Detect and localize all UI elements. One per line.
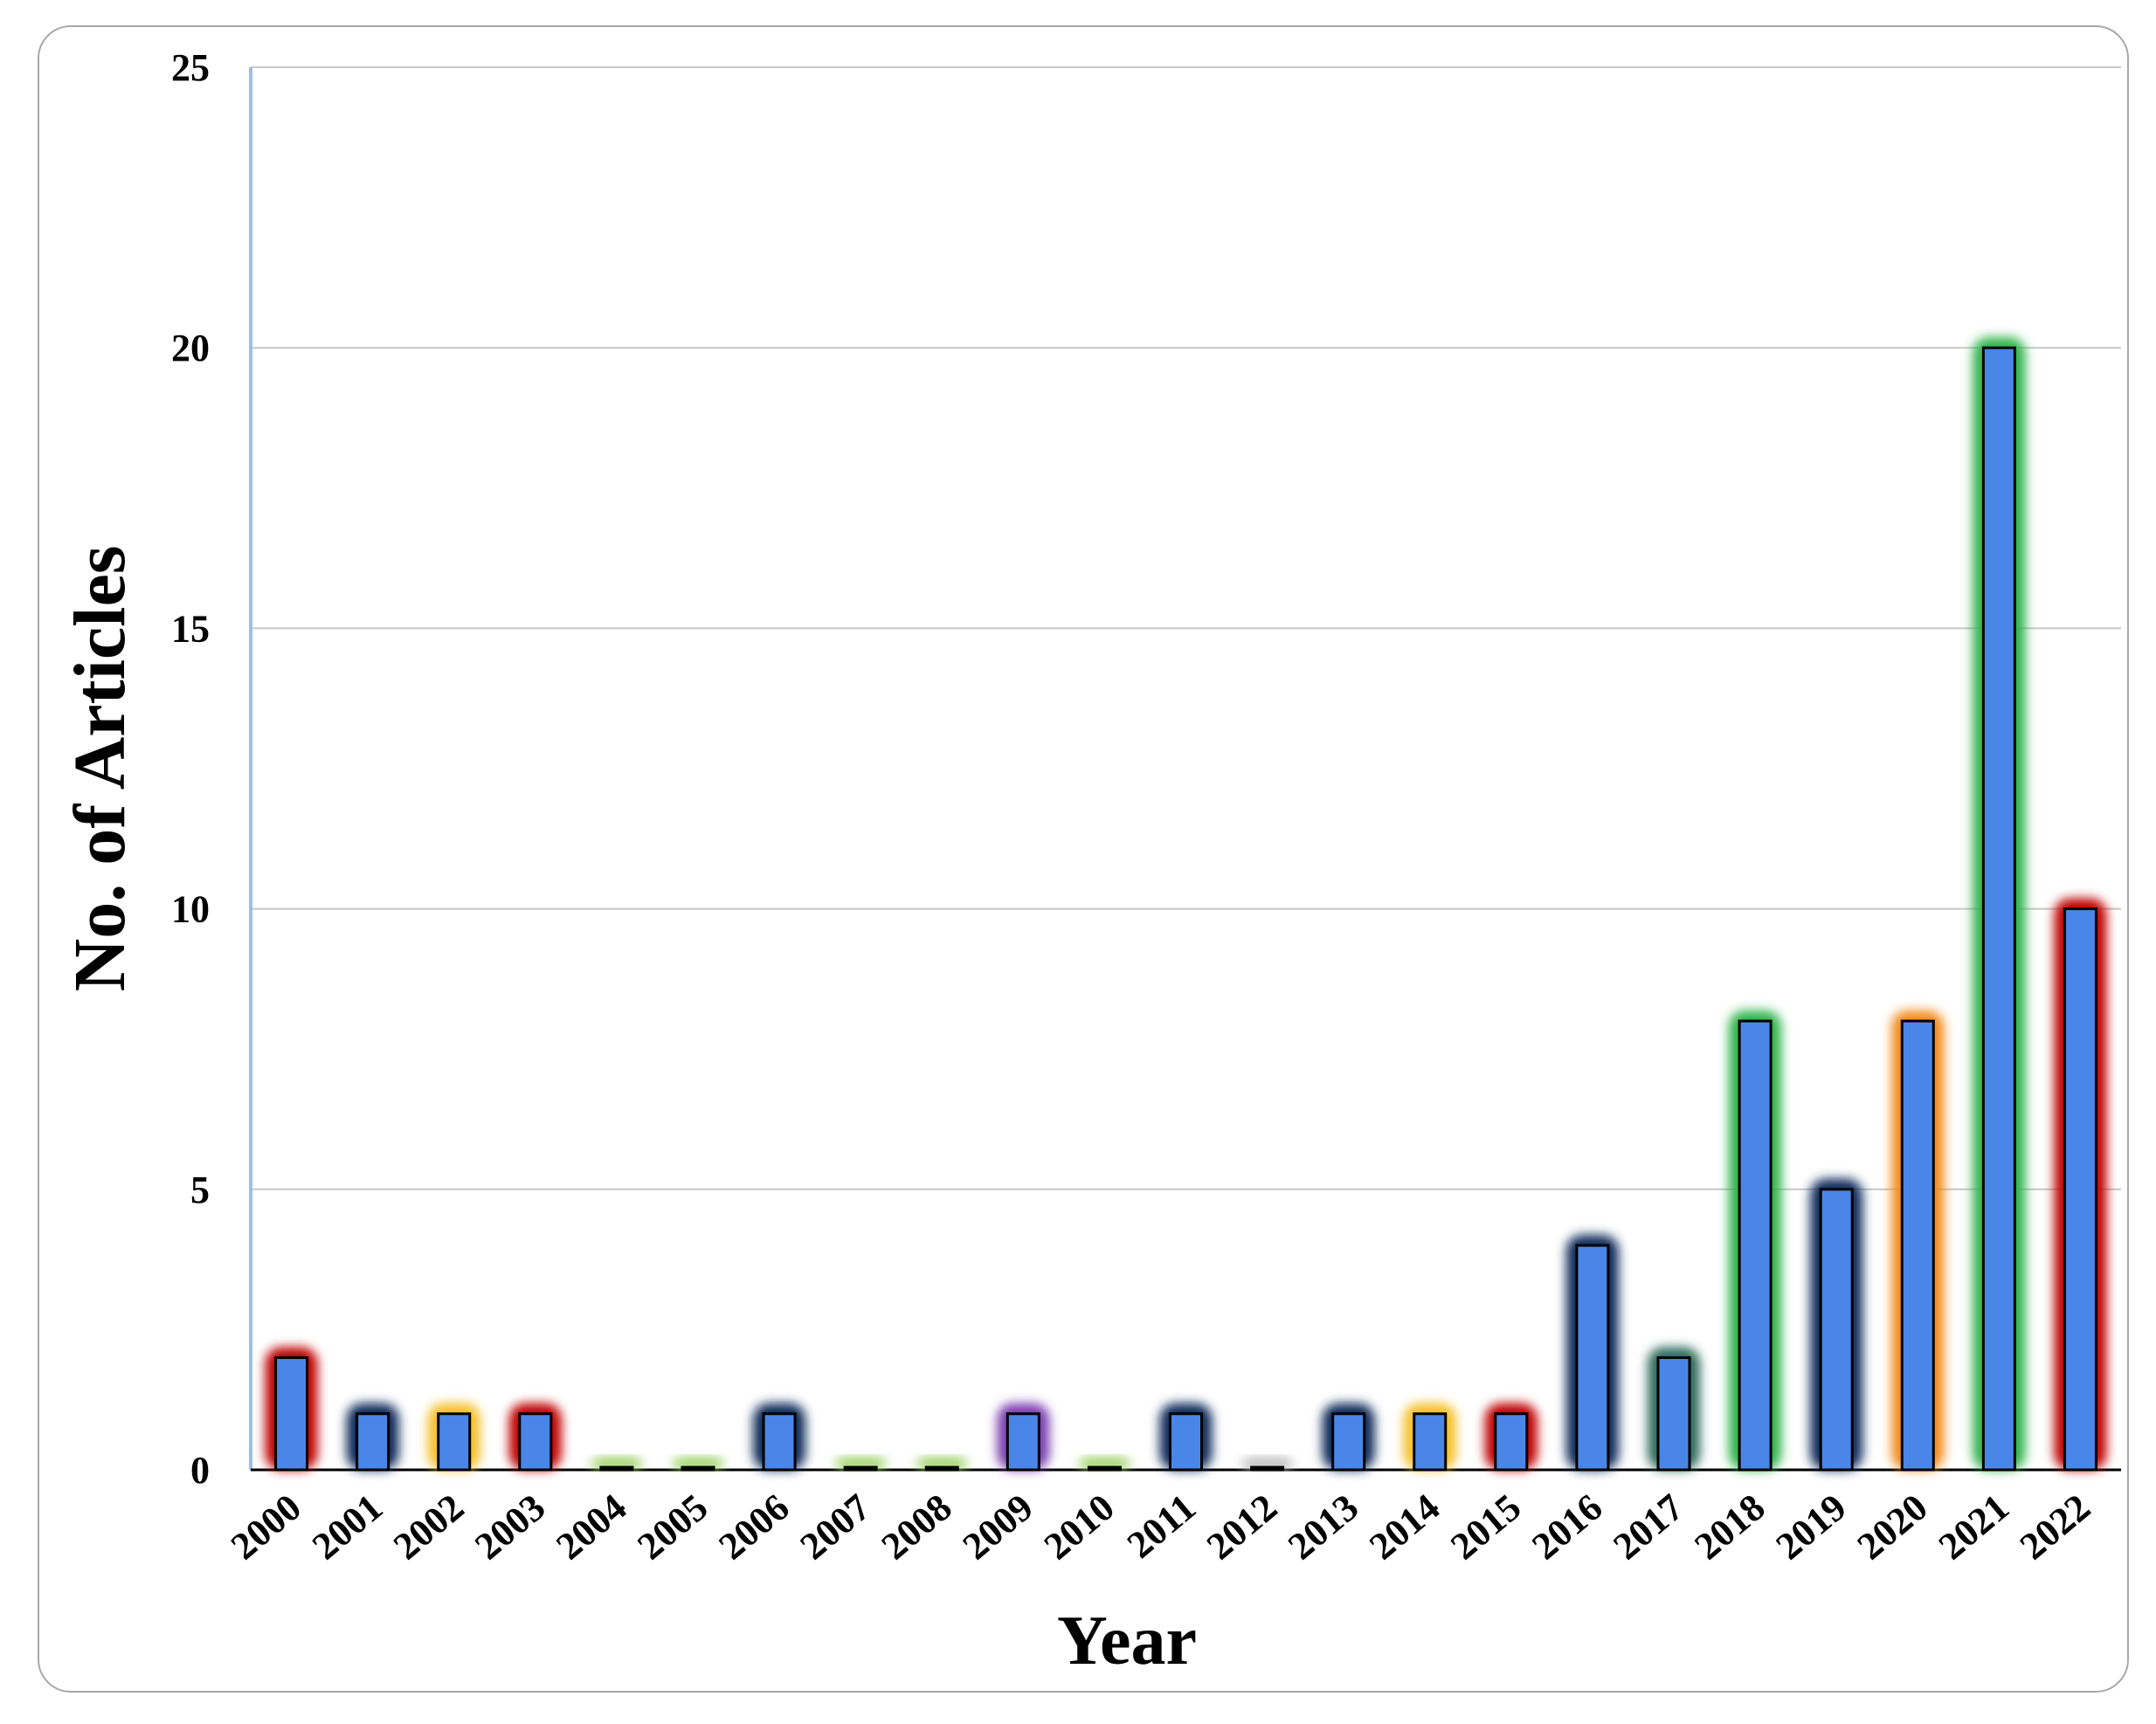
x-tick-label: 2009 [955,1486,1041,1568]
x-tick-label: 2007 [792,1486,879,1568]
bar-2000 [274,1356,309,1472]
x-tick-label: 2016 [1524,1486,1610,1568]
gridlines [251,66,2121,1190]
y-tick-label: 15 [171,607,210,650]
x-tick-label: 2001 [304,1486,390,1568]
bar-2011 [1169,1412,1203,1472]
bar-2020 [1900,1019,1935,1472]
bar-2003 [518,1412,553,1472]
x-tick-label: 2018 [1687,1486,1773,1568]
x-tick-label: 2021 [1931,1486,2017,1568]
x-tick-label: 2013 [1280,1486,1366,1568]
bar-2009 [1005,1412,1040,1472]
y-tick-label: 25 [171,46,210,89]
y-axis-title: No. of Articles [59,546,141,992]
bar-2017 [1656,1356,1691,1472]
x-tick-label: 2022 [2012,1486,2098,1568]
x-tick-label: 2014 [1361,1486,1448,1568]
bar-2007 [843,1465,878,1472]
x-tick-label: 2011 [1119,1486,1204,1567]
y-tick-label: 20 [171,327,210,369]
x-tick-label: 2008 [874,1486,960,1568]
x-tick-label: 2002 [385,1486,472,1568]
bar-2013 [1331,1412,1366,1472]
bar-2022 [2063,907,2097,1472]
bar-2006 [762,1412,797,1472]
x-tick-label: 2019 [1768,1486,1855,1568]
bar-2012 [1250,1465,1285,1472]
x-tick-label: 2010 [1036,1486,1123,1568]
y-tick-label: 0 [190,1449,210,1492]
y-tick-labels: 0 5 10 15 20 25 [171,46,210,1492]
x-axis-title: Year [1057,1603,1197,1679]
bar-2021 [1981,346,2016,1472]
bar-2002 [437,1412,472,1472]
bar-2008 [924,1465,959,1472]
x-tick-label: 2000 [223,1486,309,1568]
bar-2015 [1494,1412,1529,1472]
bar-2001 [356,1412,390,1472]
bar-2005 [681,1465,715,1472]
bar-2010 [1087,1465,1122,1472]
x-tick-label: 2015 [1442,1486,1529,1568]
x-tick-label: 2020 [1849,1486,1936,1568]
bar-2016 [1575,1244,1610,1472]
x-tick-label: 2012 [1199,1486,1285,1568]
y-tick-label: 5 [190,1169,210,1211]
x-tick-label: 2017 [1606,1486,1692,1568]
bars [265,337,2107,1472]
x-tick-label: 2005 [629,1486,715,1568]
bar-2014 [1413,1412,1448,1472]
x-tick-label: 2006 [711,1486,798,1568]
x-tick-labels: 2000200120022003200420052006200720082009… [223,1486,2098,1568]
bar-2019 [1819,1188,1854,1472]
y-tick-label: 10 [171,888,210,931]
x-tick-label: 2003 [466,1486,553,1568]
x-tick-label: 2004 [548,1486,634,1568]
bar-2004 [599,1465,634,1472]
bar-2018 [1738,1019,1772,1472]
